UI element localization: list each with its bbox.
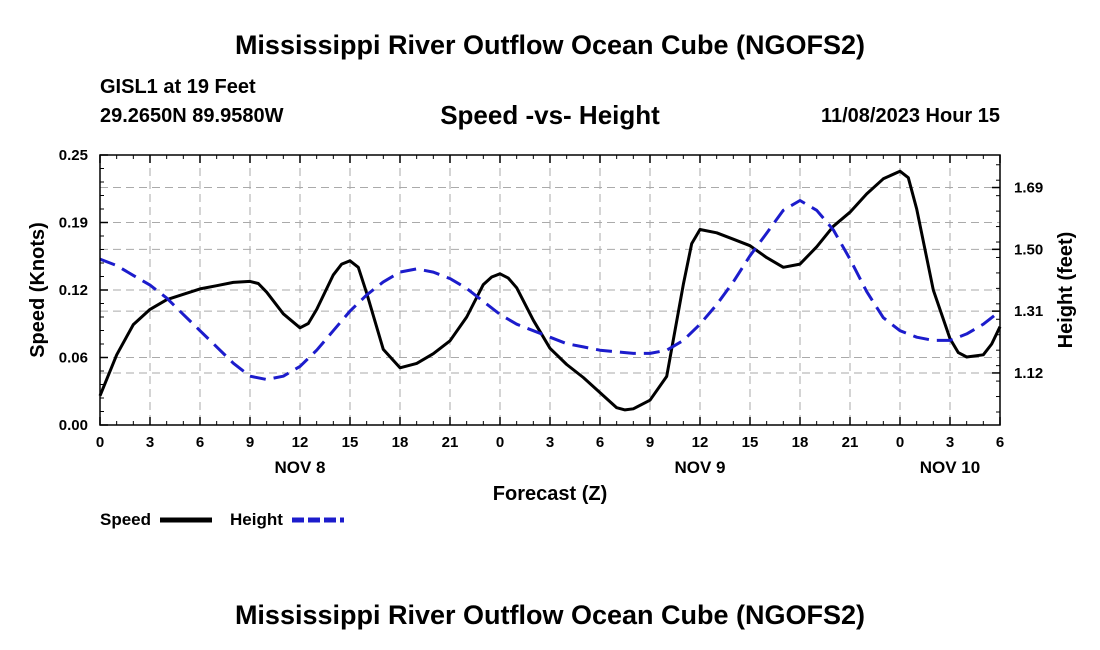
chart-main-title: Mississippi River Outflow Ocean Cube (NG…: [234, 30, 866, 60]
legend: Speed Height: [100, 510, 344, 529]
x-tick-label: 21: [842, 434, 859, 451]
y2-tick-label: 1.50: [1014, 241, 1043, 258]
x-tick-label: 18: [792, 434, 809, 451]
y2-tick-label: 1.69: [1014, 180, 1043, 197]
x-axis-title: Forecast (Z): [493, 483, 607, 505]
x-tick-label: 21: [442, 434, 459, 451]
x-tick-label: 12: [692, 434, 709, 451]
y-tick-label: 0.06: [59, 350, 88, 367]
legend-label-height: Height: [230, 510, 283, 529]
chart-subtitle: Speed -vs- Height: [440, 100, 660, 130]
axis-labels: 0 3 6 9 12 15 18 21 0 3 6 9 12 15 18 21 0 3 6 0.00 0.06 0.12 0…: [27, 147, 1077, 505]
y-tick-label: 0.19: [59, 215, 88, 232]
y-axis-title: Speed (Knots): [27, 222, 49, 358]
speed-height-chart: 0 3 6 9 12 15 18 21 0 3 6 9 12 15 18 21 0 3 6 0.00 0.06 0.12 0…: [27, 147, 1077, 529]
x-tick-label: 0: [496, 434, 504, 451]
x-tick-label: 15: [742, 434, 759, 451]
y-tick-label: 0.12: [59, 282, 88, 299]
series-layer: [98, 169, 1002, 412]
x-day-label: NOV 10: [920, 458, 980, 477]
legend-label-speed: Speed: [100, 510, 151, 529]
x-tick-label: 9: [246, 434, 254, 451]
station-label: GISL1 at 19 Feet: [100, 76, 256, 98]
x-tick-label: 3: [146, 434, 154, 451]
y2-tick-label: 1.31: [1014, 303, 1043, 320]
x-tick-label: 12: [292, 434, 309, 451]
x-tick-label: 9: [646, 434, 654, 451]
x-tick-label: 3: [946, 434, 954, 451]
x-tick-label: 0: [96, 434, 104, 451]
y2-tick-label: 1.12: [1014, 365, 1043, 382]
x-tick-label: 6: [996, 434, 1004, 451]
y-tick-label: 0.25: [59, 147, 88, 164]
station-coordinates: 29.2650N 89.9580W: [100, 105, 284, 127]
y-tick-label: 0.00: [59, 417, 88, 434]
series-line-height: [99, 199, 1001, 381]
x-tick-label: 6: [596, 434, 604, 451]
x-tick-label: 15: [342, 434, 359, 451]
x-day-label: NOV 8: [274, 458, 325, 477]
forecast-datetime: 11/08/2023 Hour 15: [820, 105, 1000, 127]
x-tick-label: 6: [196, 434, 204, 451]
y2-axis-title: Height (feet): [1055, 232, 1077, 349]
x-tick-label: 18: [392, 434, 409, 451]
axis-ticks: [99, 154, 1001, 426]
footer-title: Mississippi River Outflow Ocean Cube (NG…: [234, 600, 866, 630]
x-tick-label: 3: [546, 434, 554, 451]
x-tick-label: 0: [896, 434, 904, 451]
x-day-label: NOV 9: [674, 458, 725, 477]
